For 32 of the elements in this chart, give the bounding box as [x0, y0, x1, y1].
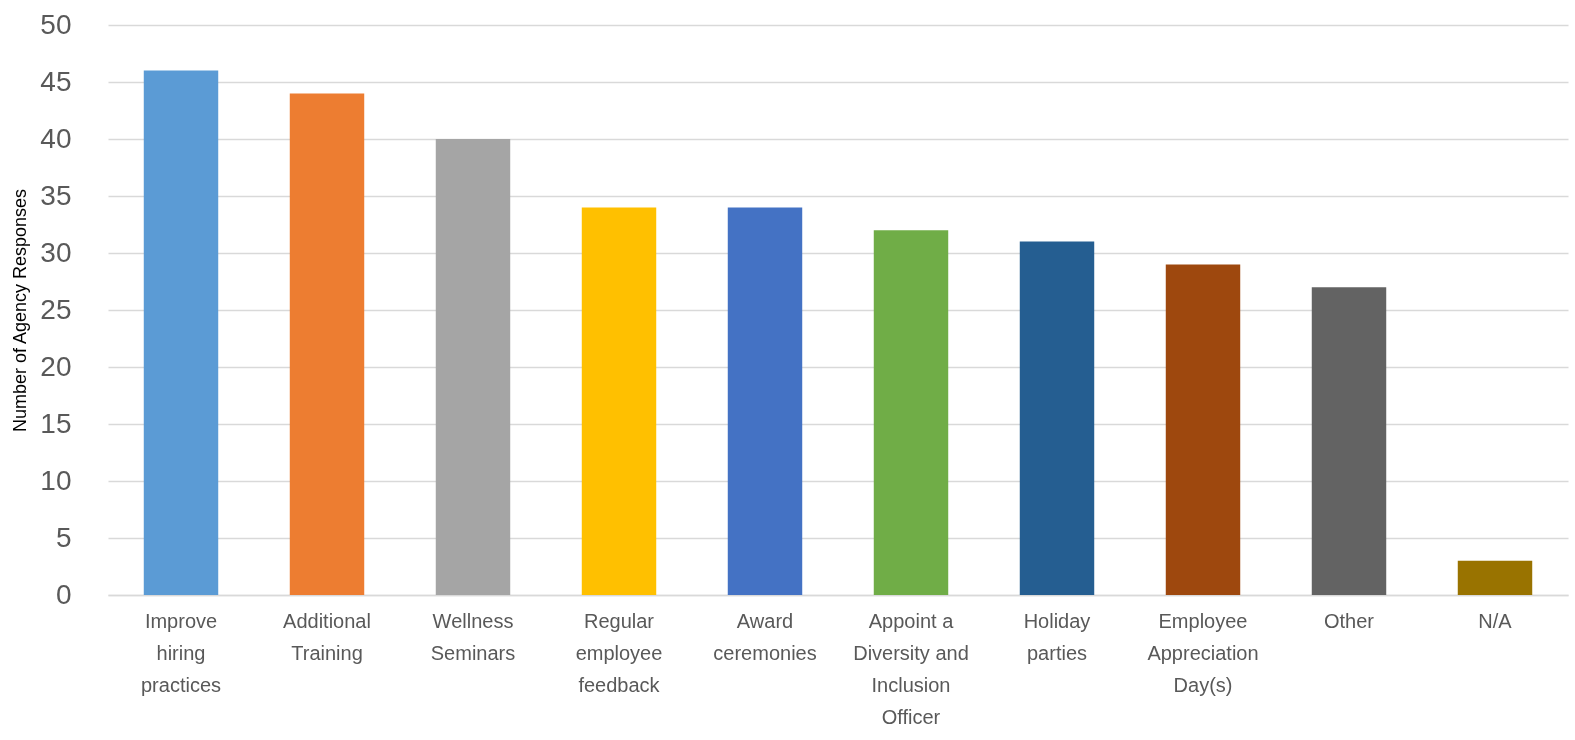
y-tick-label: 15	[40, 407, 72, 439]
y-tick-label: 50	[40, 8, 72, 40]
y-tick-label: 40	[40, 122, 72, 154]
x-tick-label: Wellness Seminars	[430, 609, 516, 664]
y-tick-label: 35	[40, 179, 72, 211]
bar	[873, 230, 949, 595]
y-tick-label: 10	[40, 464, 72, 496]
y-tick-label: 5	[55, 521, 72, 553]
bar	[581, 207, 657, 595]
y-tick-label: 30	[40, 236, 72, 268]
y-tick-label: 45	[40, 65, 72, 97]
y-tick-label: 0	[55, 578, 72, 610]
x-tick-label: N/A	[1478, 609, 1513, 632]
x-tick-label: Other	[1323, 609, 1375, 632]
bar	[143, 70, 219, 595]
x-tick-label: Regular employee feedback	[575, 609, 663, 696]
y-tick-label: 25	[40, 293, 72, 325]
bar	[727, 207, 803, 595]
y-tick-label: 20	[40, 350, 72, 382]
x-tick-label: Award ceremonies	[713, 609, 817, 664]
bar	[1019, 241, 1095, 595]
bar	[1165, 264, 1241, 595]
x-tick-label: Improve hiring practices	[140, 609, 222, 696]
x-tick-label: Holiday parties	[1023, 609, 1091, 664]
bar	[435, 139, 511, 595]
bar	[1311, 287, 1387, 595]
y-axis-title: Number of Agency Responses	[10, 188, 31, 433]
bar	[289, 93, 365, 595]
bar	[1457, 560, 1533, 595]
x-tick-label: Appoint a Diversity and Inclusion Officer	[853, 609, 969, 728]
x-tick-label: Additional Training	[283, 609, 371, 664]
x-tick-label: Employee Appreciation Day(s)	[1147, 609, 1259, 696]
